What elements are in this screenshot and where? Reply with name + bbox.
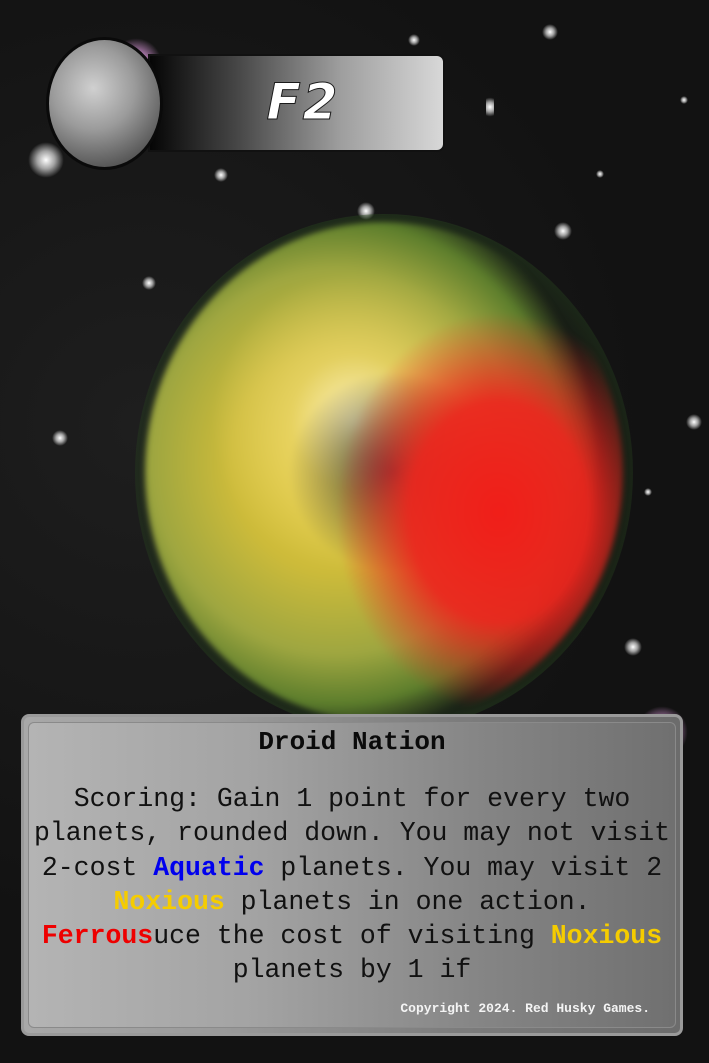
rules-segment: uce the cost of visiting [153, 921, 551, 952]
rules-text: Scoring: Gain 1 point for every two plan… [28, 782, 676, 988]
star [624, 638, 642, 656]
grey-sphere-icon [46, 37, 163, 170]
keyword-aquatic: Aquatic [153, 852, 265, 883]
star [408, 34, 420, 46]
keyword-noxious: Noxious [113, 886, 225, 917]
card-title-bar [148, 54, 445, 152]
rules-segment: planets in one action. [224, 886, 591, 917]
rules-segment: planets by 1 if [232, 955, 472, 986]
rules-segment: planets. You may visit 2 [264, 852, 663, 883]
rules-segment: Scoring: Gain 1 point for every two plan… [33, 784, 671, 883]
star [644, 488, 652, 496]
rules-panel-inner [28, 722, 676, 1028]
card-name: Droid Nation [258, 727, 446, 757]
star [554, 222, 572, 240]
star [486, 94, 494, 120]
planet-illustration [145, 222, 623, 722]
star [596, 170, 604, 178]
star [214, 168, 228, 182]
star [142, 276, 156, 290]
keyword-ferrous: Ferrous [41, 921, 154, 952]
star [542, 24, 558, 40]
star [680, 96, 688, 104]
card-code: F2 [266, 73, 340, 132]
copyright-text: Copyright 2024. Red Husky Games. [400, 1001, 650, 1016]
star [52, 430, 68, 446]
keyword-noxious: Noxious [550, 921, 663, 952]
star [686, 414, 702, 430]
star [28, 142, 64, 178]
